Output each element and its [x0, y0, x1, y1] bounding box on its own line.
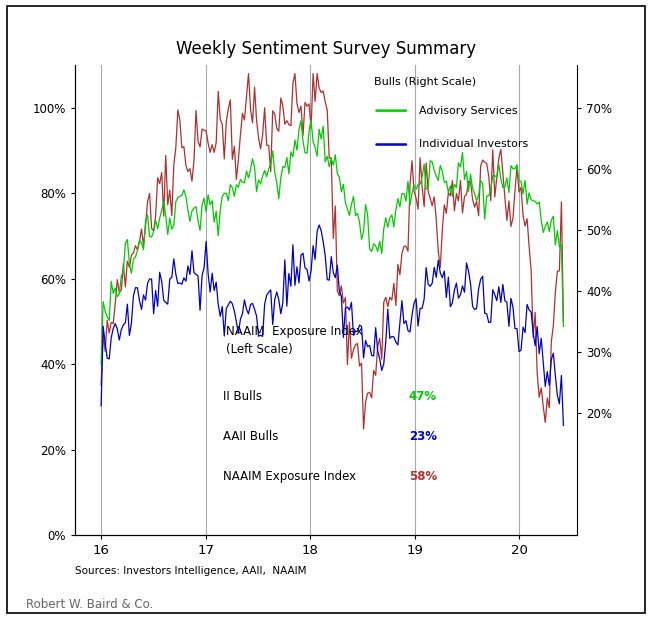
Text: AAII Bulls: AAII Bulls [223, 430, 278, 443]
Text: NAAIM Exposure Index: NAAIM Exposure Index [223, 470, 356, 483]
Text: Individual Investors: Individual Investors [419, 139, 528, 150]
Text: II Bulls: II Bulls [223, 390, 262, 403]
Text: Bulls (Right Scale): Bulls (Right Scale) [374, 77, 476, 87]
Title: Weekly Sentiment Survey Summary: Weekly Sentiment Survey Summary [176, 40, 476, 58]
Text: Sources: Investors Intelligence, AAII,  NAAIM: Sources: Investors Intelligence, AAII, N… [75, 566, 306, 576]
Text: NAAIM  Exposure Index
(Left Scale): NAAIM Exposure Index (Left Scale) [226, 325, 363, 356]
Text: 47%: 47% [409, 390, 437, 403]
Text: Robert W. Baird & Co.: Robert W. Baird & Co. [26, 598, 153, 611]
Text: Advisory Services: Advisory Services [419, 106, 518, 116]
Text: 58%: 58% [409, 470, 437, 483]
Text: 23%: 23% [409, 430, 437, 443]
